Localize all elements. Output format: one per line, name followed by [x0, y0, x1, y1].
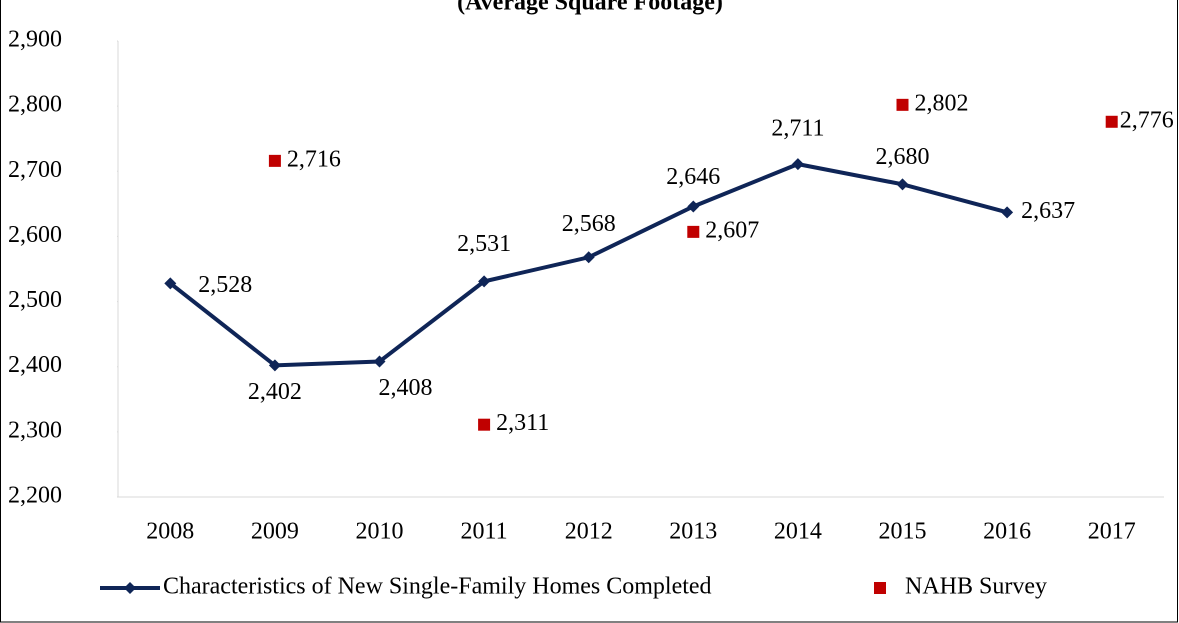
scatter-marker — [1105, 115, 1118, 128]
line-marker — [896, 178, 909, 191]
line-marker — [1001, 206, 1014, 219]
line-marker — [268, 359, 281, 372]
line-marker — [478, 275, 491, 288]
legend-label: Characteristics of New Single-Family Hom… — [163, 574, 712, 600]
legend-marker — [874, 582, 886, 594]
line-marker — [164, 277, 177, 290]
data-label: 2,311 — [496, 410, 549, 436]
data-label: 2,711 — [771, 116, 824, 142]
data-label: 2,568 — [562, 211, 616, 237]
x-tick-label: 2013 — [669, 519, 717, 545]
y-tick-label: 2,800 — [8, 92, 62, 118]
data-label: 2,716 — [287, 146, 341, 172]
y-tick-label: 2,400 — [8, 352, 62, 378]
y-tick-label: 2,300 — [8, 417, 62, 443]
x-tick-label: 2016 — [983, 519, 1031, 545]
x-tick-label: 2010 — [356, 519, 404, 545]
y-tick-label: 2,700 — [8, 157, 62, 183]
scatter-marker — [268, 154, 281, 167]
legend-marker — [124, 582, 136, 594]
data-label: 2,776 — [1120, 107, 1174, 133]
line-marker — [582, 251, 595, 264]
line-marker — [791, 158, 804, 171]
scatter-marker — [896, 98, 909, 111]
chart-title: (Average Square Footage) — [457, 0, 723, 16]
data-label: 2,402 — [248, 379, 302, 405]
x-tick-label: 2012 — [565, 519, 613, 545]
y-tick-label: 2,200 — [8, 483, 62, 509]
x-tick-label: 2009 — [251, 519, 299, 545]
scatter-marker — [687, 225, 700, 238]
data-label: 2,531 — [457, 231, 511, 257]
data-label: 2,607 — [705, 217, 759, 243]
y-tick-label: 2,500 — [8, 287, 62, 313]
line-marker — [687, 200, 700, 213]
x-tick-label: 2017 — [1088, 519, 1136, 545]
line-marker — [373, 355, 386, 368]
y-tick-label: 2,600 — [8, 222, 62, 248]
x-tick-label: 2008 — [146, 519, 194, 545]
data-label: 2,646 — [666, 164, 720, 190]
x-tick-label: 2015 — [879, 519, 927, 545]
data-label: 2,637 — [1021, 198, 1075, 224]
x-tick-label: 2011 — [461, 519, 508, 545]
data-label: 2,680 — [876, 144, 930, 170]
x-tick-label: 2014 — [774, 519, 822, 545]
scatter-marker — [478, 418, 491, 431]
data-label: 2,408 — [379, 375, 433, 401]
y-tick-label: 2,900 — [8, 27, 62, 53]
legend-label: NAHB Survey — [905, 574, 1047, 600]
line-series — [169, 162, 1008, 368]
data-label: 2,528 — [198, 272, 252, 298]
data-label: 2,802 — [915, 90, 969, 116]
